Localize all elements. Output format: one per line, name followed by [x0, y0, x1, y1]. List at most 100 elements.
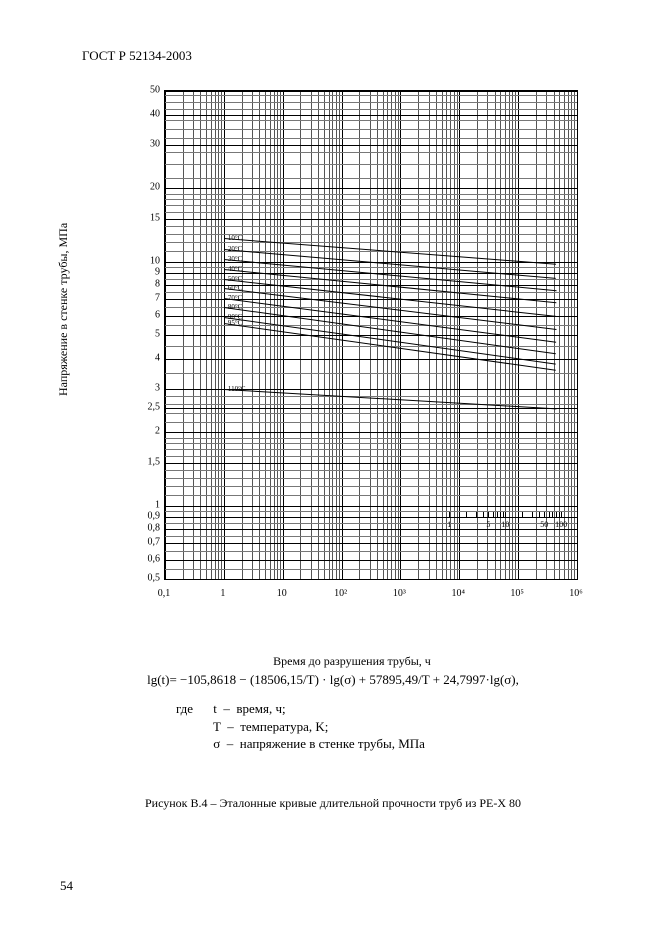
y-tick-label: 0,5 — [134, 573, 160, 584]
curve-label: 60°С — [228, 284, 242, 292]
grid-hline-minor — [165, 102, 577, 103]
grid-hline-minor — [165, 164, 577, 165]
grid-hline-minor — [165, 523, 577, 524]
page-number: 54 — [60, 878, 73, 894]
x-tick-label: 1 — [220, 588, 225, 599]
mini-scale-tick — [559, 512, 560, 517]
y-tick-label: 20 — [134, 182, 160, 193]
grid-hline-major — [165, 463, 577, 464]
mini-scale-tick — [505, 512, 506, 517]
y-axis-label: Напряжение в стенке трубы, МПа — [56, 223, 71, 396]
mini-scale-label: 10 — [501, 520, 509, 529]
grid-hline-major — [165, 188, 577, 189]
figure-caption: Рисунок B.4 – Эталонные кривые длительно… — [0, 796, 666, 811]
grid-hline-minor — [165, 152, 577, 153]
grid-hline-major — [165, 560, 577, 561]
variable-definitions: где t – время, ч; T – температура, K; σ … — [176, 700, 425, 753]
grid-hline-minor — [165, 569, 577, 570]
grid-hline-minor — [165, 422, 577, 423]
curve-label: 80°С — [228, 303, 242, 311]
mini-scale-label: 5 — [486, 520, 490, 529]
chart-container: Напряжение в стенке трубы, МПа 10°С20°С3… — [92, 90, 612, 635]
mini-scale-tick — [488, 512, 489, 517]
y-tick-label: 0,8 — [134, 523, 160, 534]
y-tick-label: 0,6 — [134, 553, 160, 564]
x-tick-label: 10² — [334, 588, 347, 599]
y-tick-label: 7 — [134, 293, 160, 304]
mini-scale-tick — [497, 512, 498, 517]
mini-scale-tick — [532, 512, 533, 517]
x-tick-label: 10⁵ — [510, 588, 524, 599]
grid-hline-minor — [165, 205, 577, 206]
grid-hline-minor — [165, 478, 577, 479]
y-tick-label: 40 — [134, 108, 160, 119]
curve-label: 95°С — [228, 319, 242, 327]
mini-scale-label: 100 — [555, 520, 567, 529]
mini-scale-tick — [539, 512, 540, 517]
grid-hline-minor — [165, 551, 577, 552]
x-tick-label: 0,1 — [158, 588, 171, 599]
grid-hline-minor — [165, 438, 577, 439]
equation: lg(t)= −105,8618 − (18506,15/T) · lg(σ) … — [0, 672, 666, 688]
grid-hline-minor — [165, 251, 577, 252]
grid-hline-minor — [165, 511, 577, 512]
y-tick-label: 9 — [134, 266, 160, 277]
curve-label: 20°С — [228, 245, 242, 253]
x-tick-label: 10⁴ — [452, 588, 466, 599]
grid-hline-minor — [165, 373, 577, 374]
curve-label: 10°С — [228, 234, 242, 242]
mini-scale-tick — [466, 512, 467, 517]
y-tick-label: 5 — [134, 329, 160, 340]
var-desc-2: напряжение в стенке трубы, МПа — [240, 736, 425, 751]
y-tick-label: 2 — [134, 426, 160, 437]
grid-hline-major — [165, 543, 577, 544]
grid-hline-major — [165, 432, 577, 433]
mini-scale-tick — [522, 512, 523, 517]
var-sym-2: σ — [213, 736, 220, 751]
y-tick-label: 30 — [134, 139, 160, 150]
curve-label: 110°С — [228, 385, 246, 393]
y-tick-label: 1 — [134, 499, 160, 510]
y-tick-label: 15 — [134, 212, 160, 223]
mini-scale-tick — [483, 512, 484, 517]
grid-hline-major — [165, 506, 577, 507]
mini-scale-tick — [561, 512, 562, 517]
mini-scale-baseline — [449, 517, 561, 518]
grid-hline-minor — [165, 234, 577, 235]
grid-hline-major — [165, 579, 577, 580]
var-desc-1: температура, K; — [240, 719, 328, 734]
page: ГОСТ Р 52134-2003 Напряжение в стенке тр… — [0, 0, 666, 936]
grid-hline-major — [165, 408, 577, 409]
grid-hline-minor — [165, 95, 577, 96]
grid-hline-minor — [165, 212, 577, 213]
grid-hline-major — [165, 115, 577, 116]
mini-scale-tick — [556, 512, 557, 517]
x-axis-label: Время до разрушения трубы, ч — [92, 654, 612, 669]
grid-hline-minor — [165, 138, 577, 139]
y-tick-label: 8 — [134, 279, 160, 290]
where-word: где — [176, 700, 210, 718]
x-tick-label: 10³ — [393, 588, 406, 599]
grid-hline-minor — [165, 226, 577, 227]
grid-hline-minor — [165, 242, 577, 243]
grid-hline-minor — [165, 194, 577, 195]
x-tick-label: 10⁶ — [569, 588, 583, 599]
grid-hline-minor — [165, 199, 577, 200]
mini-scale-label: 50 — [540, 520, 548, 529]
grid-hline-minor — [165, 443, 577, 444]
grid-hline-major — [165, 91, 577, 92]
grid-hline-minor — [165, 486, 577, 487]
grid-hline-minor — [165, 292, 577, 293]
mini-scale-tick — [503, 512, 504, 517]
grid-hline-minor — [165, 456, 577, 457]
y-tick-label: 3 — [134, 383, 160, 394]
grid-hline-minor — [165, 536, 577, 537]
grid-hline-minor — [165, 470, 577, 471]
doc-header: ГОСТ Р 52134-2003 — [82, 48, 192, 64]
curve-label: 40°С — [228, 265, 242, 273]
mini-scale-label: 1 — [447, 520, 451, 529]
grid-hline-major — [165, 145, 577, 146]
grid-hline-minor — [165, 178, 577, 179]
y-tick-label: 2,5 — [134, 402, 160, 413]
var-sym-1: T — [213, 719, 221, 734]
